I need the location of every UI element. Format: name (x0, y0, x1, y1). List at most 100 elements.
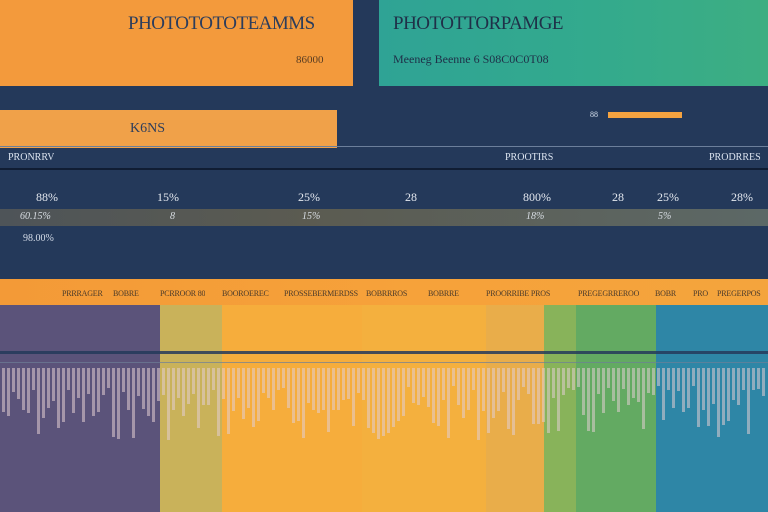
decorative-bar (467, 368, 470, 410)
decorative-bar (177, 368, 180, 398)
decorative-bar (622, 368, 625, 389)
decorative-bar (437, 368, 440, 426)
decorative-bar (637, 368, 640, 402)
decorative-bar (237, 368, 240, 398)
decorative-bar (527, 368, 530, 394)
decorative-bar (62, 368, 65, 422)
header-left-subtitle: 86000 (296, 54, 324, 66)
decorative-bar (662, 368, 665, 420)
band-value: 8 (170, 211, 175, 222)
decorative-bar (312, 368, 315, 410)
decorative-bar (647, 368, 650, 393)
table-header-cell[interactable]: BOBR (655, 289, 676, 298)
decorative-bar (547, 368, 550, 433)
table-header-cell[interactable]: PCRROOR 80 (160, 289, 206, 298)
lower-divider-thin (0, 362, 768, 363)
decorative-bar (27, 368, 30, 413)
decorative-bar (652, 368, 655, 395)
table-header-cell[interactable]: BOOROEREC (222, 289, 269, 298)
decorative-bar (282, 368, 285, 388)
decorative-bar (342, 368, 345, 400)
decorative-bar (117, 368, 120, 439)
decorative-bar (497, 368, 500, 411)
decorative-bar (252, 368, 255, 427)
panel-khaki (160, 305, 222, 512)
decorative-bar (667, 368, 670, 390)
decorative-bar (272, 368, 275, 410)
decorative-bar (522, 368, 525, 387)
decorative-bar (377, 368, 380, 439)
table-header-cell[interactable]: PREGERPOS (717, 289, 761, 298)
table-header-cell[interactable]: BOBRRROS (366, 289, 408, 298)
progress-indicator: 88 (590, 110, 690, 122)
decorative-bar (477, 368, 480, 440)
decorative-bar (317, 368, 320, 413)
decorative-bar (322, 368, 325, 410)
decorative-bar (52, 368, 55, 401)
decorative-bar (542, 368, 545, 422)
decorative-bar (657, 368, 660, 386)
decorative-bar (212, 368, 215, 390)
decorative-bar (617, 368, 620, 412)
decorative-bar (57, 368, 60, 428)
decorative-bar (232, 368, 235, 411)
decorative-bar (362, 368, 365, 400)
decorative-bar (602, 368, 605, 413)
band-value: 60.15% (20, 211, 51, 222)
decorative-bar (672, 368, 675, 408)
progress-label: 88 (590, 110, 598, 119)
decorative-bar (332, 368, 335, 410)
decorative-bar (487, 368, 490, 433)
decorative-bar (537, 368, 540, 424)
decorative-bar (567, 368, 570, 388)
decorative-bar (562, 368, 565, 395)
decorative-bar (12, 368, 15, 392)
decorative-bar (187, 368, 190, 404)
band-value: 18% (526, 211, 545, 222)
decorative-bar (472, 368, 475, 390)
decorative-bar (257, 368, 260, 421)
decorative-bar (507, 368, 510, 429)
decorative-bar (702, 368, 705, 410)
table-header-cell[interactable]: BOBRRE (428, 289, 459, 298)
header-left-title: PHOTOTOTOTEAMMS (128, 13, 315, 34)
decorative-bar (452, 368, 455, 386)
decorative-bar (47, 368, 50, 408)
header-card-left: PHOTOTOTOTEAMMS 86000 (0, 0, 353, 86)
decorative-bar (152, 368, 155, 422)
section-divider-dark (0, 168, 768, 170)
decorative-bar (632, 368, 635, 398)
decorative-bar (417, 368, 420, 405)
decorative-bar (732, 368, 735, 400)
decorative-bar (707, 368, 710, 426)
table-header-cell[interactable]: PROSSEBERMERDSS (284, 289, 358, 298)
decorative-bar (227, 368, 230, 434)
progress-fill (608, 112, 682, 118)
decorative-bar (302, 368, 305, 438)
decorative-bar (482, 368, 485, 411)
decorative-bar (102, 368, 105, 395)
table-header-cell[interactable]: PROORRIBE PROS (486, 289, 551, 298)
decorative-bar (22, 368, 25, 410)
decorative-bar (607, 368, 610, 388)
decorative-bar (182, 368, 185, 416)
decorative-bar (112, 368, 115, 437)
table-header (0, 279, 768, 305)
stat-value: 25% (298, 190, 320, 204)
decorative-bar (457, 368, 460, 405)
decorative-bar (692, 368, 695, 386)
stat-value: 25% (657, 190, 679, 204)
table-header-cell[interactable]: PREGEGRREROO (578, 289, 640, 298)
decorative-bar (642, 368, 645, 429)
decorative-bar (462, 368, 465, 418)
decorative-bar (277, 368, 280, 390)
decorative-bar (72, 368, 75, 413)
table-header-cell[interactable]: PRRRAGER (62, 289, 103, 298)
decorative-bar (137, 368, 140, 396)
table-header-cell[interactable]: PRO (693, 289, 708, 298)
decorative-bar (132, 368, 135, 438)
decorative-bar (512, 368, 515, 435)
decorative-bar (592, 368, 595, 432)
decorative-bar (557, 368, 560, 431)
table-header-cell[interactable]: BOBRE (113, 289, 139, 298)
